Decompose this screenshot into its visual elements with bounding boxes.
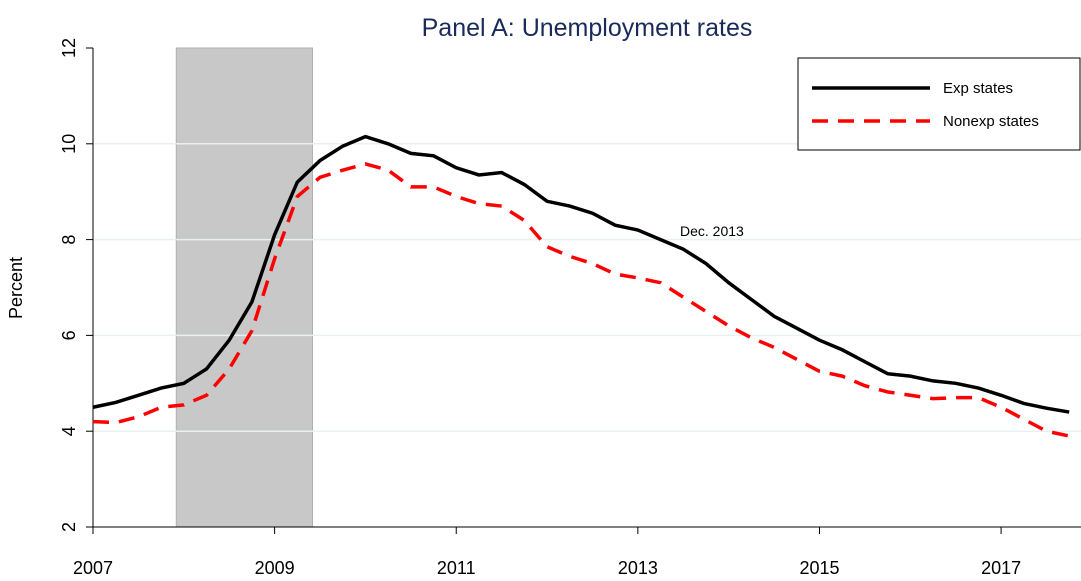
y-tick-label: 12 bbox=[59, 38, 79, 58]
x-tick-label: 2011 bbox=[437, 558, 476, 578]
legend-box bbox=[797, 57, 1081, 151]
x-tick-label: 2017 bbox=[981, 558, 1021, 578]
y-tick-label: 8 bbox=[59, 235, 79, 245]
y-tick-label: 10 bbox=[59, 134, 79, 154]
series-line bbox=[92, 162, 1070, 438]
x-tick-label: 2015 bbox=[799, 558, 839, 578]
y-axis-label: Percent bbox=[6, 257, 26, 319]
chart-title: Panel A: Unemployment rates bbox=[422, 14, 753, 42]
y-tick-label: 6 bbox=[59, 330, 79, 340]
series-line bbox=[92, 134, 1070, 414]
recession-shade bbox=[175, 47, 313, 528]
x-tick-label: 2013 bbox=[618, 558, 658, 578]
annotation: Dec. 2013 bbox=[680, 223, 744, 239]
plot: 2 4 6 8 10 12 2007 2009 2011 2013 2015 2017 Exp stat… bbox=[59, 38, 1081, 578]
legend-label: Nonexp states bbox=[943, 113, 1039, 130]
y-tick-label: 4 bbox=[59, 426, 79, 436]
x-tick-label: 2007 bbox=[73, 558, 113, 578]
y-tick-label: 2 bbox=[59, 522, 79, 532]
legend-label: Exp states bbox=[943, 80, 1013, 97]
x-tick-label: 2009 bbox=[255, 558, 295, 578]
